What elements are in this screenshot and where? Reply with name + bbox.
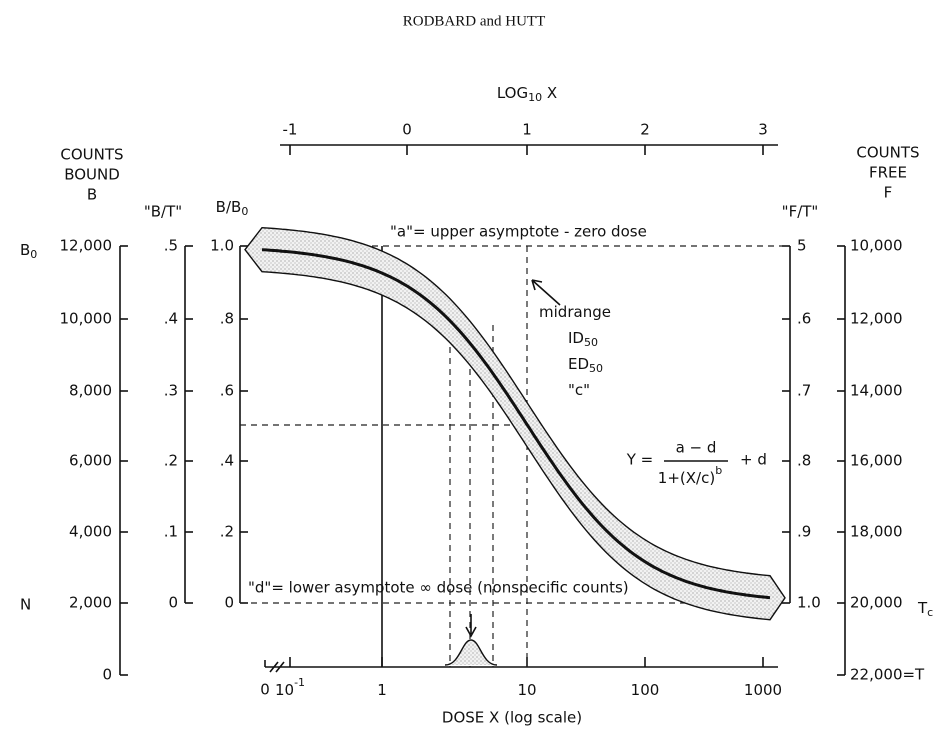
text-part: 10	[528, 91, 542, 104]
axis-break	[269, 661, 285, 673]
text-part: 10	[275, 681, 294, 699]
curve	[261, 248, 771, 600]
tick-label: 1000	[744, 681, 782, 699]
label: 2,000	[69, 594, 112, 612]
label: BOUND	[64, 166, 120, 184]
text-part: T	[917, 599, 928, 617]
text-part: midrange	[539, 303, 611, 321]
label: 20,000	[850, 594, 903, 612]
label: 0	[168, 594, 178, 612]
label: 1	[522, 121, 532, 139]
label: DOSE X (log scale)	[442, 709, 582, 727]
text-part: 0	[30, 248, 37, 261]
label: .1	[164, 523, 178, 541]
text-part: b	[715, 464, 722, 477]
label: B	[87, 186, 97, 204]
label: "a"= upper asymptote - zero dose	[390, 223, 647, 241]
tick-label: 10	[517, 681, 536, 699]
label: .8	[220, 310, 234, 328]
label: COUNTS	[60, 146, 123, 164]
label: F	[884, 184, 893, 202]
text-part: B/B	[216, 198, 242, 216]
label: B0	[20, 241, 37, 262]
label: 18,000	[850, 523, 903, 541]
label: ED50	[568, 355, 603, 376]
label: ID50	[568, 329, 598, 350]
label: 0	[260, 681, 270, 699]
label: .8	[797, 452, 811, 470]
text-part: 1+(X/c)	[658, 469, 715, 487]
tick-label: 10-1	[275, 676, 305, 699]
text-part: c	[927, 606, 933, 619]
label: .6	[797, 310, 811, 328]
label: .4	[164, 310, 178, 328]
tick-label: 100	[631, 681, 660, 699]
text-part: ID	[568, 329, 584, 347]
label: "B/T"	[144, 203, 182, 221]
text-part: "c"	[568, 381, 590, 399]
text-part: 1	[377, 681, 387, 699]
label: 3	[758, 121, 768, 139]
label: N	[20, 596, 31, 614]
label: 0	[224, 594, 234, 612]
label: "d"= lower asymptote ∞ dose (nonspecific…	[248, 579, 629, 597]
label: 4,000	[69, 523, 112, 541]
axis-title: LOG10 X	[497, 84, 557, 105]
label: 12,000	[60, 237, 113, 255]
label: 16,000	[850, 452, 903, 470]
text-part: 0	[241, 205, 248, 218]
distribution	[444, 639, 498, 666]
label: FREE	[869, 164, 907, 182]
label: + d	[740, 451, 767, 469]
text-part: X	[542, 84, 557, 102]
label: 10,000	[850, 237, 903, 255]
label: 1.0	[797, 594, 821, 612]
label: 0	[402, 121, 412, 139]
label: 22,000=T	[850, 666, 925, 684]
label: a − d	[676, 439, 717, 457]
label: 0	[102, 666, 112, 684]
label: .2	[220, 523, 234, 541]
label: .5	[164, 237, 178, 255]
text-part: LOG	[497, 84, 528, 102]
label: midrange	[539, 303, 611, 321]
label: .4	[220, 452, 234, 470]
arrow	[531, 279, 561, 306]
label: 5	[797, 237, 807, 255]
confidence-band	[244, 226, 786, 621]
label: B/B0	[216, 198, 249, 219]
label: .3	[164, 382, 178, 400]
label: Y =	[626, 451, 654, 469]
label: 8,000	[69, 382, 112, 400]
label: 2	[640, 121, 650, 139]
text-part: 10	[517, 681, 536, 699]
label: 6,000	[69, 452, 112, 470]
text-part: B	[20, 241, 30, 259]
label: 14,000	[850, 382, 903, 400]
text-part: ED	[568, 355, 589, 373]
label: .9	[797, 523, 811, 541]
label: 1.0	[210, 237, 234, 255]
label: "c"	[568, 381, 590, 399]
label: RODBARD and HUTT	[403, 13, 546, 29]
label: COUNTS	[856, 144, 919, 162]
label: Tc	[917, 599, 933, 620]
label: 12,000	[850, 310, 903, 328]
text-part: -1	[294, 676, 305, 689]
text-part: 100	[631, 681, 660, 699]
label: .7	[797, 382, 811, 400]
text-part: 50	[589, 362, 603, 375]
label: .6	[220, 382, 234, 400]
text-part: 1000	[744, 681, 782, 699]
label: 1+(X/c)b	[658, 464, 722, 487]
arrow	[465, 614, 477, 638]
label: 10,000	[60, 310, 113, 328]
label: -1	[283, 121, 298, 139]
label: .2	[164, 452, 178, 470]
label: "F/T"	[782, 203, 819, 221]
tick-label: 1	[377, 681, 387, 699]
text-part: 50	[584, 336, 598, 349]
